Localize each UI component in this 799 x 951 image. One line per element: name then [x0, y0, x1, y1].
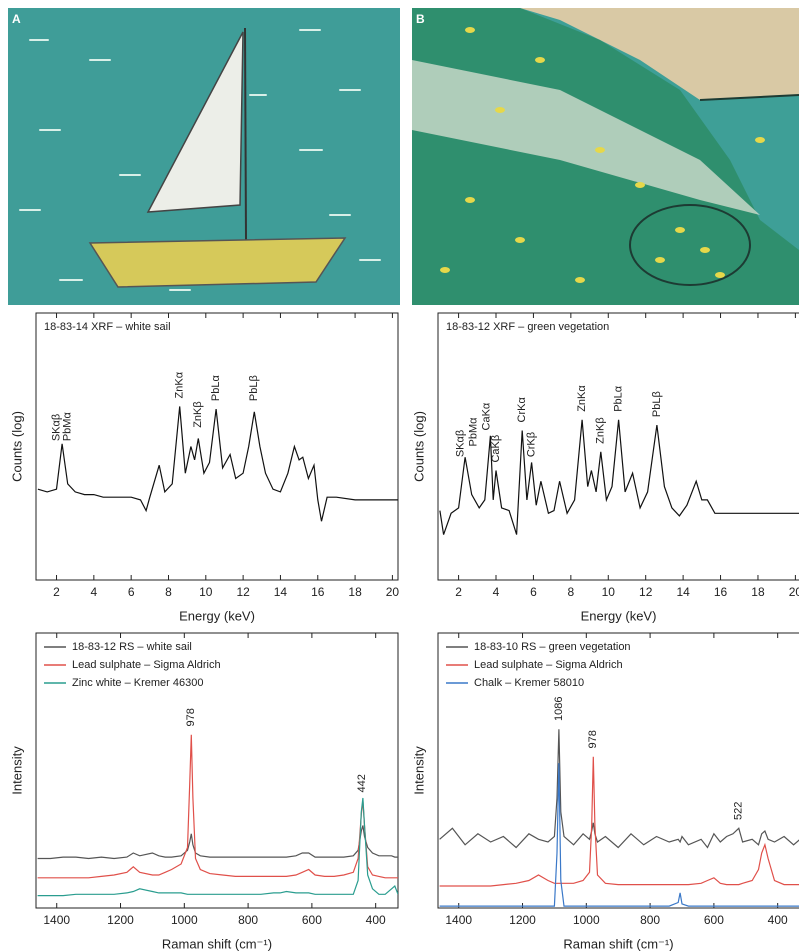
spectrum-line — [440, 729, 799, 847]
peak-label: CrKα — [516, 397, 528, 423]
x-tick-label: 400 — [366, 913, 386, 927]
x-tick-label: 800 — [238, 913, 258, 927]
x-tick-label: 6 — [128, 585, 135, 599]
figure: A B 2 4 6 8 10 12 14 16 18 20 Energy (keV) Counts (… — [0, 0, 799, 951]
plot-frame — [36, 313, 398, 580]
x-tick-label: 1400 — [43, 913, 70, 927]
x-tick-label: 1200 — [107, 913, 134, 927]
y-axis-label: Counts (log) — [411, 411, 426, 482]
peak-label: 978 — [185, 708, 197, 726]
legend-label: 18-83-10 RS – green vegetation — [474, 641, 631, 653]
peak-label: PbMα — [467, 417, 479, 447]
panel-label: A — [12, 12, 21, 26]
peak-label: PbLα — [210, 375, 222, 402]
x-tick-label: 12 — [639, 585, 653, 599]
plot-frame — [438, 633, 799, 908]
x-tick-label: 4 — [91, 585, 98, 599]
x-tick-label: 600 — [302, 913, 322, 927]
y-axis-label: Counts (log) — [9, 411, 24, 482]
chart-title: 18-83-12 XRF – green vegetation — [446, 321, 609, 333]
legend-label: 18-83-12 RS – white sail — [72, 641, 192, 653]
x-tick-label: 20 — [789, 585, 799, 599]
x-tick-label: 8 — [568, 585, 575, 599]
peak-label: PbLβ — [651, 391, 663, 417]
peak-label: ZnKβ — [192, 401, 204, 428]
peak-label: 442 — [356, 774, 368, 792]
x-tick-label: 16 — [311, 585, 325, 599]
peak-label: CaKα — [481, 402, 493, 430]
x-tick-label: 20 — [386, 585, 400, 599]
peak-label: CaKβ — [490, 435, 502, 463]
photo-sailboat — [8, 8, 400, 305]
peak-label: PbMα — [62, 412, 74, 442]
x-axis-label: Raman shift (cm⁻¹) — [563, 936, 673, 951]
x-tick-label: 18 — [348, 585, 362, 599]
x-tick-label: 18 — [751, 585, 765, 599]
plot-area — [440, 729, 799, 906]
x-tick-label: 1200 — [509, 913, 536, 927]
x-tick-label: 800 — [640, 913, 660, 927]
x-tick-label: 1000 — [573, 913, 600, 927]
spectrum-line — [38, 798, 398, 896]
peak-label: CrKβ — [525, 432, 537, 457]
peak-label: SKαβ — [50, 414, 62, 441]
peak-label: SKαβ — [454, 430, 466, 457]
spectrum-line — [440, 757, 799, 886]
x-tick-label: 4 — [493, 585, 500, 599]
x-tick-label: 2 — [455, 585, 462, 599]
x-tick-label: 12 — [236, 585, 250, 599]
peak-label: PbLβ — [248, 375, 260, 401]
plot-area — [38, 406, 398, 521]
x-tick-label: 1000 — [171, 913, 198, 927]
x-tick-label: 8 — [165, 585, 172, 599]
peak-label: ZnKα — [174, 371, 186, 398]
spectrum-line — [38, 406, 398, 521]
peak-label: 1086 — [553, 697, 565, 721]
x-axis-label: Energy (keV) — [581, 608, 657, 623]
spectrum-line — [38, 826, 398, 859]
plot-area — [38, 735, 398, 896]
peak-label: ZnKβ — [595, 417, 607, 444]
legend-label: Zinc white – Kremer 46300 — [72, 677, 203, 689]
legend-label: Chalk – Kremer 58010 — [474, 677, 584, 689]
x-tick-label: 400 — [768, 913, 788, 927]
x-tick-label: 2 — [53, 585, 60, 599]
x-tick-label: 1400 — [445, 913, 472, 927]
x-tick-label: 14 — [676, 585, 690, 599]
peak-label: PbLα — [612, 385, 624, 412]
x-tick-label: 16 — [714, 585, 728, 599]
x-tick-label: 10 — [199, 585, 213, 599]
x-tick-label: 600 — [704, 913, 724, 927]
panel-label: B — [416, 12, 425, 26]
x-axis-label: Energy (keV) — [179, 608, 255, 623]
peak-label: ZnKα — [576, 385, 588, 412]
y-axis-label: Intensity — [9, 746, 24, 795]
photo-vegetation — [412, 8, 799, 305]
x-tick-label: 14 — [274, 585, 288, 599]
legend-label: Lead sulphate – Sigma Aldrich — [474, 659, 623, 671]
chart-title: 18-83-14 XRF – white sail — [44, 321, 171, 333]
y-axis-label: Intensity — [411, 746, 426, 795]
peak-label: 978 — [587, 730, 599, 748]
spectrum-line — [38, 735, 398, 878]
x-tick-label: 10 — [602, 585, 616, 599]
legend-label: Lead sulphate – Sigma Aldrich — [72, 659, 221, 671]
x-axis-label: Raman shift (cm⁻¹) — [162, 936, 272, 951]
peak-label: 522 — [733, 802, 745, 820]
x-tick-label: 6 — [530, 585, 537, 599]
plot-frame — [36, 633, 398, 908]
